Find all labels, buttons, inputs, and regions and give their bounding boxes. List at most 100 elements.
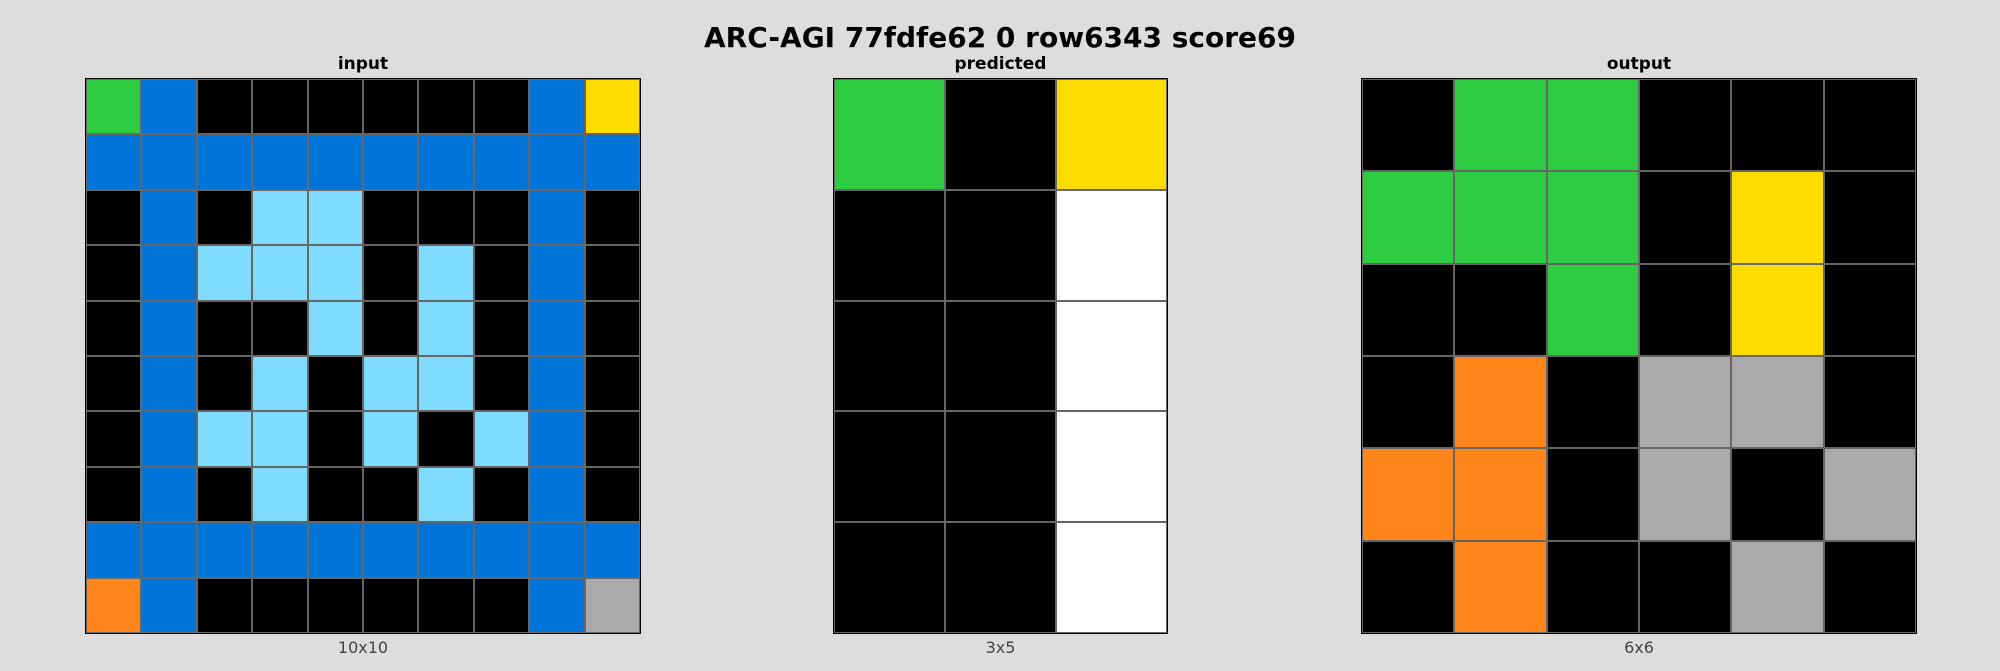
output-cell-r3-c1 — [1454, 356, 1547, 449]
predicted-cell-r4-c2 — [1056, 522, 1167, 633]
input-cell-r4-c5 — [363, 300, 419, 356]
input-cell-r2-c5 — [363, 189, 419, 246]
input-cell-r5-c1 — [141, 356, 197, 412]
input-cell-r8-c5 — [363, 522, 419, 578]
input-cell-r1-c9 — [584, 134, 640, 190]
input-cell-r2-c1 — [141, 189, 197, 246]
predicted-panel-title: predicted — [954, 54, 1047, 74]
input-cell-r1-c3 — [252, 134, 308, 190]
output-cell-r1-c2 — [1546, 171, 1639, 264]
predicted-cell-r1-c1 — [945, 189, 1056, 301]
input-cell-r7-c2 — [196, 466, 253, 523]
input-cell-r6-c4 — [307, 411, 363, 467]
output-cell-r4-c1 — [1454, 448, 1547, 541]
input-cell-r6-c1 — [141, 411, 197, 467]
input-cell-r3-c9 — [584, 245, 640, 301]
input-cell-r4-c6 — [418, 300, 474, 356]
output-cell-r4-c2 — [1546, 448, 1639, 541]
output-cell-r4-c3 — [1639, 448, 1732, 541]
input-cell-r3-c1 — [141, 245, 197, 301]
input-cell-r4-c4 — [307, 300, 363, 356]
output-cell-r2-c4 — [1731, 263, 1824, 356]
input-cell-r8-c7 — [473, 522, 530, 578]
input-cell-r4-c7 — [473, 300, 530, 356]
output-panel-title: output — [1606, 54, 1672, 74]
input-cell-r0-c0 — [86, 79, 142, 135]
input-cell-r2-c0 — [86, 189, 142, 246]
input-cell-r4-c8 — [529, 300, 585, 356]
input-cell-r1-c0 — [86, 134, 142, 190]
input-cell-r5-c8 — [529, 356, 585, 412]
predicted-cell-r3-c2 — [1056, 411, 1167, 523]
input-cell-r5-c2 — [196, 356, 253, 412]
input-grid-dimensions: 10x10 — [337, 638, 389, 657]
input-cell-r7-c5 — [363, 466, 419, 523]
input-cell-r6-c3 — [252, 411, 308, 467]
input-cell-r3-c7 — [473, 245, 530, 301]
input-cell-r9-c7 — [473, 577, 530, 633]
output-cell-r5-c5 — [1823, 540, 1916, 633]
input-cell-r9-c4 — [307, 577, 363, 633]
input-cell-r7-c8 — [529, 466, 585, 523]
input-cell-r0-c9 — [584, 79, 640, 135]
input-cell-r8-c0 — [86, 522, 142, 578]
input-cell-r8-c4 — [307, 522, 363, 578]
input-cell-r1-c7 — [473, 134, 530, 190]
output-cell-r0-c1 — [1454, 79, 1547, 172]
input-cell-r9-c8 — [529, 577, 585, 633]
input-cell-r6-c6 — [418, 411, 474, 467]
input-cell-r3-c5 — [363, 245, 419, 301]
input-cell-r0-c8 — [529, 79, 585, 135]
input-cell-r7-c7 — [473, 466, 530, 523]
output-cell-r0-c4 — [1731, 79, 1824, 172]
output-cell-r1-c1 — [1454, 171, 1547, 264]
output-cell-r5-c0 — [1362, 540, 1455, 633]
predicted-cell-r1-c2 — [1056, 189, 1167, 301]
input-cell-r8-c3 — [252, 522, 308, 578]
input-cell-r9-c5 — [363, 577, 419, 633]
input-cell-r2-c9 — [584, 189, 640, 246]
predicted-cell-r3-c1 — [945, 411, 1056, 523]
output-cell-r3-c0 — [1362, 356, 1455, 449]
input-cell-r7-c9 — [584, 466, 640, 523]
predicted-cell-r4-c1 — [945, 522, 1056, 633]
input-cell-r2-c2 — [196, 189, 253, 246]
input-cell-r7-c3 — [252, 466, 308, 523]
input-cell-r6-c7 — [473, 411, 530, 467]
output-cell-r2-c1 — [1454, 263, 1547, 356]
input-cell-r2-c8 — [529, 189, 585, 246]
input-cell-r0-c7 — [473, 79, 530, 135]
input-cell-r9-c3 — [252, 577, 308, 633]
input-cell-r1-c4 — [307, 134, 363, 190]
input-panel-title: input — [337, 54, 389, 74]
input-cell-r2-c4 — [307, 189, 363, 246]
input-cell-r5-c0 — [86, 356, 142, 412]
output-cell-r2-c2 — [1546, 263, 1639, 356]
predicted-cell-r0-c2 — [1056, 79, 1167, 190]
input-cell-r9-c2 — [196, 577, 253, 633]
output-cell-r4-c4 — [1731, 448, 1824, 541]
input-cell-r2-c7 — [473, 189, 530, 246]
predicted-cell-r2-c0 — [834, 300, 945, 412]
input-cell-r3-c2 — [196, 245, 253, 301]
output-cell-r1-c0 — [1362, 171, 1455, 264]
input-cell-r9-c6 — [418, 577, 474, 633]
input-cell-r1-c8 — [529, 134, 585, 190]
input-cell-r7-c1 — [141, 466, 197, 523]
output-cell-r4-c5 — [1823, 448, 1916, 541]
predicted-cell-r3-c0 — [834, 411, 945, 523]
input-cell-r3-c3 — [252, 245, 308, 301]
output-cell-r5-c4 — [1731, 540, 1824, 633]
output-cell-r1-c4 — [1731, 171, 1824, 264]
input-cell-r3-c8 — [529, 245, 585, 301]
input-cell-r9-c9 — [584, 577, 640, 633]
input-cell-r8-c2 — [196, 522, 253, 578]
input-cell-r1-c1 — [141, 134, 197, 190]
predicted-grid — [833, 78, 1168, 634]
input-cell-r8-c6 — [418, 522, 474, 578]
input-cell-r0-c6 — [418, 79, 474, 135]
input-cell-r6-c5 — [363, 411, 419, 467]
input-cell-r5-c3 — [252, 356, 308, 412]
output-cell-r1-c3 — [1639, 171, 1732, 264]
input-cell-r1-c6 — [418, 134, 474, 190]
